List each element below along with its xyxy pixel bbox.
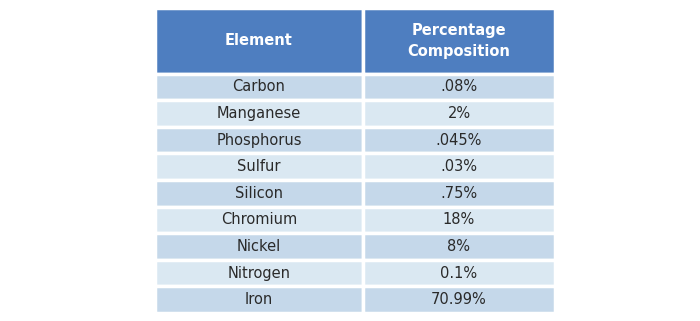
Bar bbox=[155, 153, 363, 180]
Bar bbox=[155, 74, 363, 100]
Bar bbox=[363, 180, 555, 207]
Bar bbox=[155, 207, 363, 233]
Text: .045%: .045% bbox=[436, 133, 482, 148]
Bar bbox=[155, 286, 363, 313]
Bar bbox=[363, 8, 555, 74]
Text: .03%: .03% bbox=[440, 159, 477, 174]
Bar bbox=[155, 233, 363, 260]
Bar bbox=[155, 8, 363, 74]
Bar bbox=[363, 233, 555, 260]
Bar bbox=[155, 260, 363, 286]
Bar bbox=[363, 286, 555, 313]
Bar bbox=[363, 74, 555, 100]
Bar bbox=[155, 127, 363, 153]
Bar bbox=[155, 100, 363, 127]
Text: Manganese: Manganese bbox=[217, 106, 301, 121]
Bar bbox=[363, 153, 555, 180]
Text: Phosphorus: Phosphorus bbox=[216, 133, 302, 148]
Text: Silicon: Silicon bbox=[235, 186, 283, 201]
Text: 70.99%: 70.99% bbox=[431, 292, 487, 307]
Text: Nickel: Nickel bbox=[237, 239, 281, 254]
Bar bbox=[363, 100, 555, 127]
Bar bbox=[363, 127, 555, 153]
Text: 18%: 18% bbox=[443, 213, 475, 227]
Text: .75%: .75% bbox=[440, 186, 477, 201]
Text: Nitrogen: Nitrogen bbox=[228, 265, 290, 281]
Bar bbox=[363, 260, 555, 286]
Text: Element: Element bbox=[225, 33, 293, 48]
Text: Carbon: Carbon bbox=[232, 79, 286, 94]
Text: 0.1%: 0.1% bbox=[440, 265, 477, 281]
Text: Iron: Iron bbox=[245, 292, 273, 307]
Text: Sulfur: Sulfur bbox=[237, 159, 281, 174]
Bar bbox=[363, 207, 555, 233]
Text: 2%: 2% bbox=[447, 106, 470, 121]
Text: Percentage
Composition: Percentage Composition bbox=[407, 23, 510, 59]
Text: 8%: 8% bbox=[447, 239, 470, 254]
Bar bbox=[155, 180, 363, 207]
Text: Chromium: Chromium bbox=[221, 213, 297, 227]
Text: .08%: .08% bbox=[440, 79, 477, 94]
